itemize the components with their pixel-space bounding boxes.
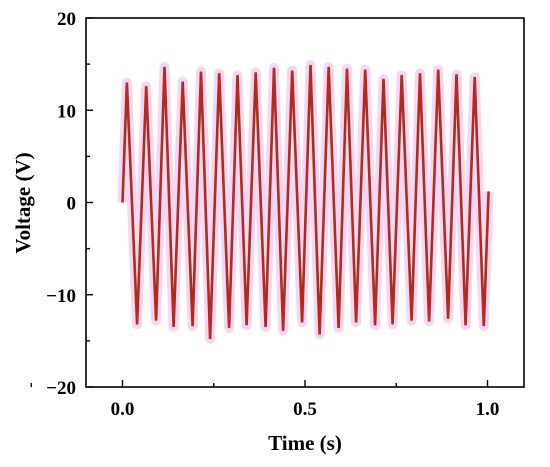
x-tick-label: 1.0 [476,399,500,420]
x-axis-title: Time (s) [268,431,342,455]
x-tick-label: 0.0 [111,399,135,420]
y-tick-label: −20 [46,378,76,399]
x-tick-label: 0.5 [293,399,317,420]
y-tick-label: 10 [57,101,76,122]
y-tick-label: 20 [57,9,76,30]
plot-area [117,60,494,344]
y-tick-label: −10 [46,286,76,307]
tick-group: −20 −10 0 10 20 0.0 0.5 1.0 [30,9,500,420]
y-axis-title: Voltage (V) [11,152,35,253]
y-tick-label: 0 [67,194,77,215]
series-0-line [121,64,490,340]
